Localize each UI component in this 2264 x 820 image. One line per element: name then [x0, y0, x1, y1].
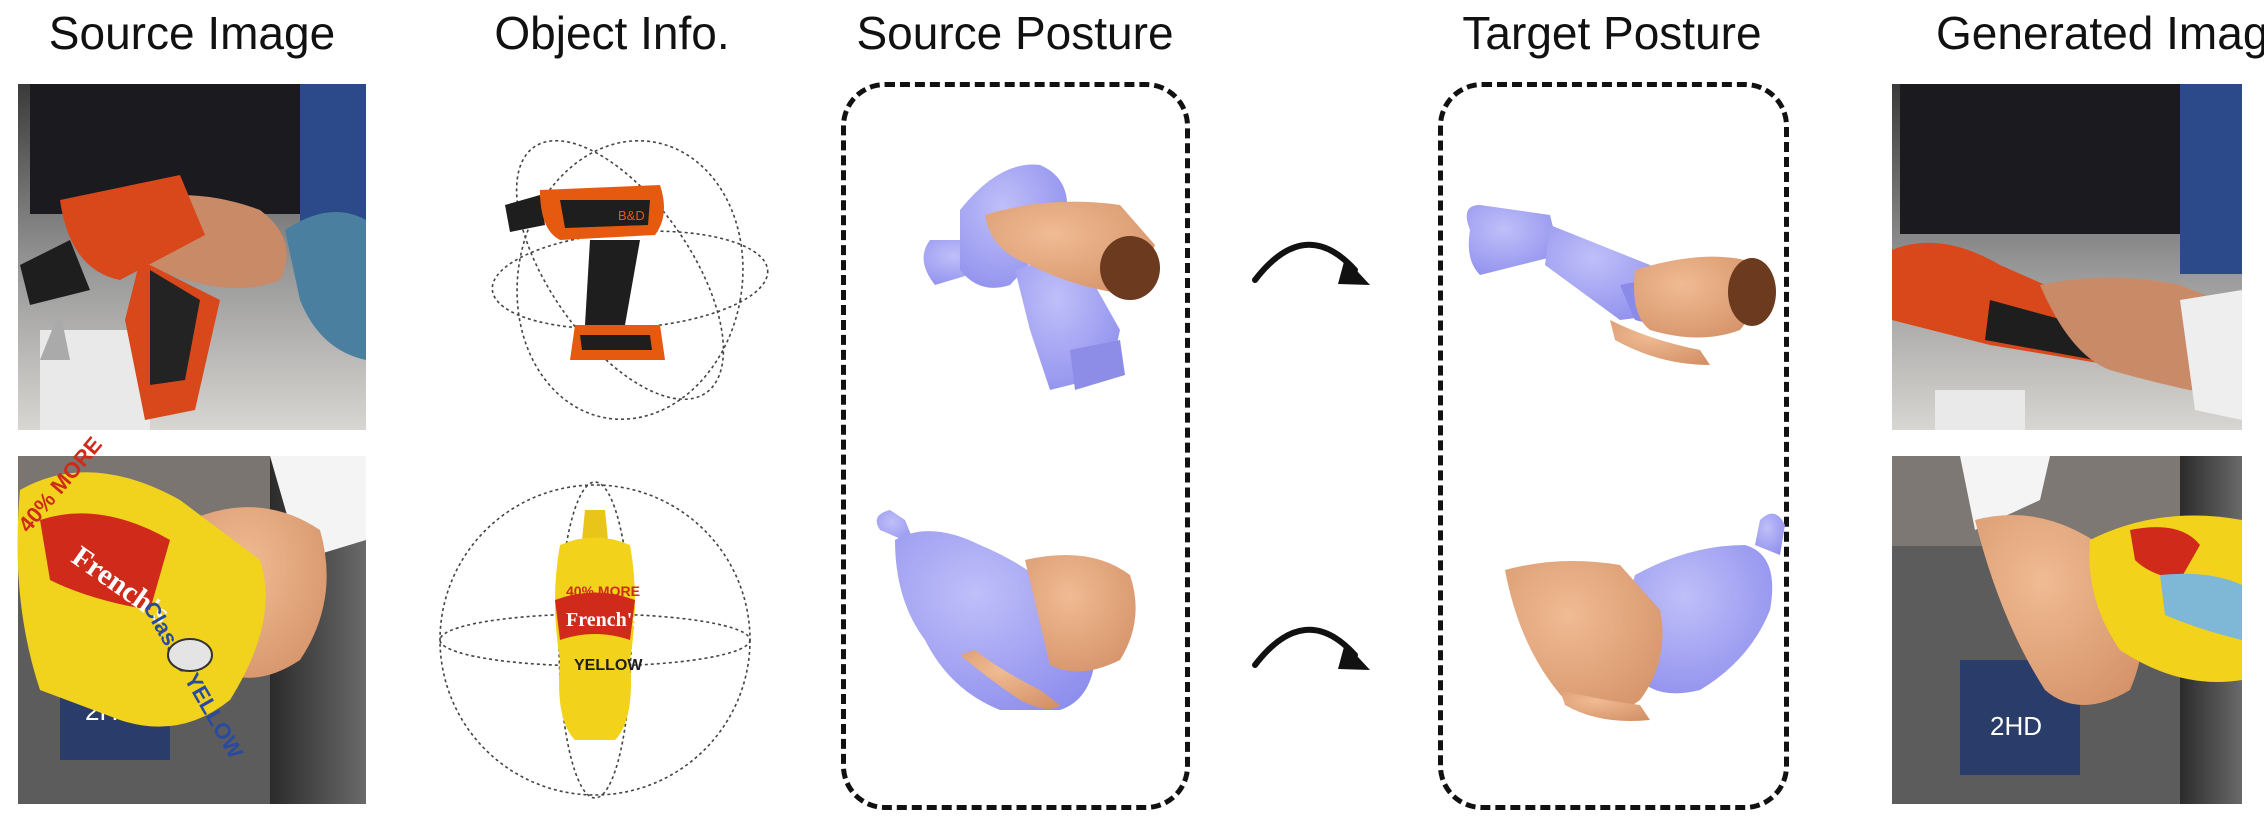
svg-text:French's: French's	[566, 609, 640, 631]
generated-image-mustard: 2HD	[1892, 456, 2242, 804]
mesh-cap	[1755, 513, 1785, 555]
source-posture-drill	[923, 164, 1160, 390]
title-source-posture: Source Posture	[856, 7, 1174, 59]
target-posture-mustard	[1505, 513, 1785, 721]
svg-text:2HD: 2HD	[1990, 711, 2042, 741]
svg-text:YELLOW: YELLOW	[574, 657, 643, 674]
mesh-bottle	[1626, 545, 1773, 694]
mesh-hand	[1634, 256, 1754, 338]
drill-chuck	[505, 195, 545, 232]
arrow-row-2	[1252, 627, 1358, 668]
drill-body	[60, 175, 205, 280]
source-posture-mustard	[876, 510, 1136, 710]
source-posture-box	[841, 82, 1190, 810]
source-image-drill	[18, 84, 366, 430]
mesh-bottle	[895, 531, 1095, 710]
mesh-hand	[1025, 555, 1136, 672]
generated-image-drill	[1892, 84, 2242, 430]
title-source-image: Source Image	[48, 7, 336, 59]
mesh-battery	[1466, 205, 1560, 275]
svg-text:B&D: B&D	[618, 208, 645, 223]
arrow-row-1	[1252, 242, 1358, 283]
target-posture-drill	[1466, 205, 1776, 365]
title-object-info: Object Info.	[494, 7, 730, 59]
title-target-posture: Target Posture	[1462, 7, 1762, 59]
mustard-body	[555, 537, 635, 740]
wrist-cut	[1100, 236, 1160, 300]
arrow-head-row-1	[1338, 258, 1370, 285]
mustard-cap	[582, 510, 608, 540]
svg-text:40% MORE: 40% MORE	[566, 583, 640, 599]
object-info-mustard: 40% MORE French's YELLOW	[439, 481, 751, 799]
arrow-head-row-2	[1338, 643, 1370, 670]
object-info-drill: B&D	[491, 139, 769, 421]
wrist-cut	[1728, 258, 1776, 326]
source-image-mustard: 2HD French's 40% MORE Classic YELLOW	[13, 432, 366, 804]
drill-grip	[585, 240, 640, 325]
sleeve	[1960, 456, 2050, 530]
monitor	[1900, 84, 2180, 234]
title-generated-image: Generated Image	[1935, 7, 2264, 59]
sleeve	[285, 212, 366, 360]
sleeve	[2180, 290, 2242, 420]
target-posture-box	[1438, 82, 1789, 810]
mesh-hand	[1505, 561, 1663, 715]
